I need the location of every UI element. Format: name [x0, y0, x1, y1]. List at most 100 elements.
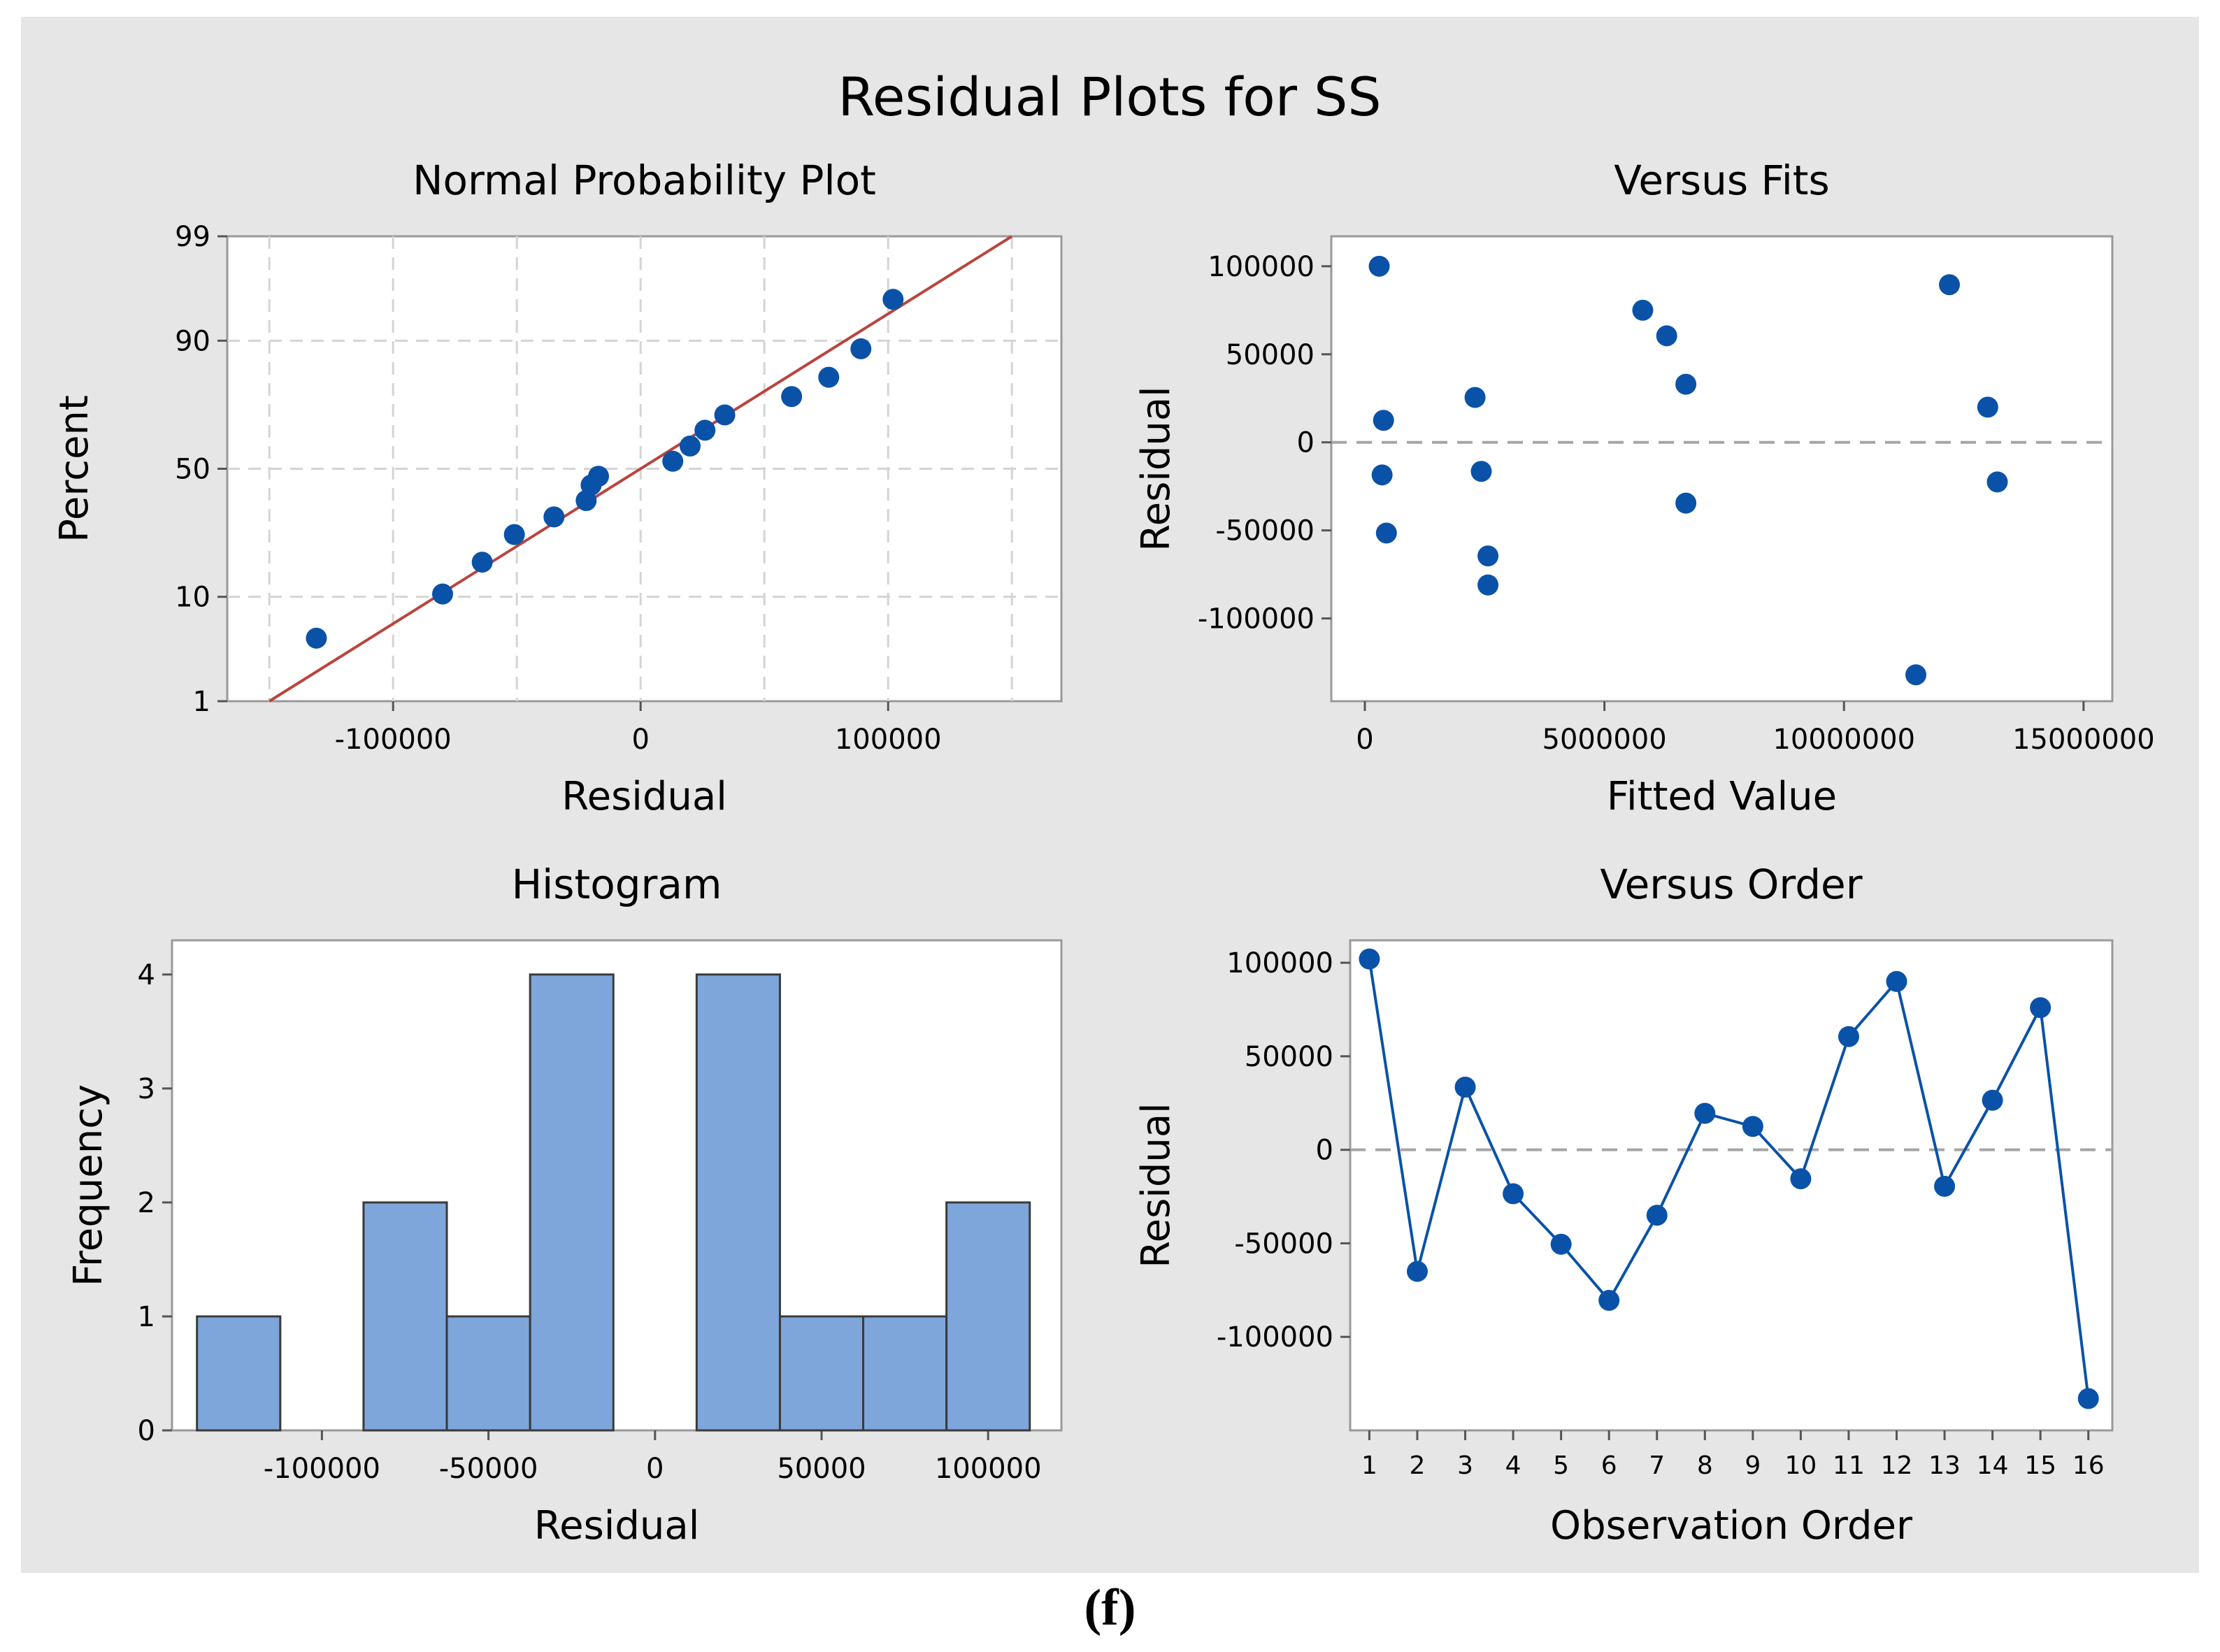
versus-order-data-point — [1359, 948, 1380, 970]
normal-probability-data-point — [503, 524, 525, 545]
versus-order-x-tick-label: 4 — [1505, 1451, 1521, 1480]
versus-order-x-tick-label: 1 — [1361, 1451, 1377, 1480]
histogram-y-tick-label: 1 — [138, 1301, 155, 1333]
versus-fits-x-tick-label: 10000000 — [1773, 724, 1915, 756]
histogram-bar — [529, 973, 615, 1432]
versus-order-y-tick-label: 0 — [1316, 1135, 1333, 1167]
versus-fits-data-point — [1656, 325, 1677, 347]
normal-probability-y-tick-label: 10 — [175, 582, 210, 614]
histogram-y-axis-label: Frequency — [66, 1084, 111, 1286]
histogram-x-tick-label: -50000 — [439, 1453, 538, 1485]
normal-probability-data-point — [850, 338, 872, 359]
normal-probability-x-tick-label: 0 — [631, 724, 649, 756]
versus-order-data-point — [2077, 1388, 2099, 1409]
histogram-y-tick-label: 2 — [138, 1187, 155, 1219]
versus-order-data-point — [1598, 1290, 1620, 1312]
versus-fits-data-point — [1986, 471, 2008, 493]
versus-fits-data-point — [1477, 574, 1499, 596]
versus-order-plot-area — [1349, 939, 2114, 1432]
versus-fits-data-point — [1373, 410, 1394, 431]
histogram-x-axis-label: Residual — [534, 1503, 700, 1549]
versus-fits-data-point — [1375, 522, 1397, 544]
versus-fits-title: Versus Fits — [1614, 157, 1830, 204]
normal-probability-plot-area — [226, 235, 1063, 703]
normal-probability-data-point — [431, 583, 453, 605]
versus-order-y-tick-label: -50000 — [1234, 1228, 1333, 1260]
versus-order-x-axis-label: Observation Order — [1550, 1503, 1913, 1549]
histogram-bar — [695, 973, 781, 1432]
normal-probability-x-tick-label: 100000 — [835, 724, 942, 756]
versus-fits-data-point — [1464, 387, 1486, 408]
versus-order-data-point — [1454, 1077, 1476, 1098]
versus-fits-y-axis-label: Residual — [1133, 386, 1179, 552]
normal-probability-data-point — [818, 366, 840, 388]
versus-order-data-point — [1406, 1260, 1428, 1282]
normal-probability-data-point — [306, 627, 327, 649]
versus-fits-y-tick-label: 100000 — [1208, 251, 1315, 283]
histogram-y-tick-label: 3 — [138, 1073, 155, 1105]
histogram-bar — [196, 1315, 282, 1432]
normal-probability-data-point — [588, 466, 610, 487]
versus-fits-data-point — [1977, 396, 1998, 418]
versus-fits-data-point — [1939, 274, 1961, 296]
versus-order-data-point — [2030, 997, 2051, 1019]
versus-order-y-tick-label: 100000 — [1226, 947, 1333, 979]
histogram-x-tick-label: 50000 — [777, 1453, 866, 1485]
versus-fits-plot-area — [1330, 235, 2114, 703]
versus-order-x-tick-label: 15 — [2024, 1451, 2056, 1480]
versus-fits-data-point — [1675, 492, 1697, 514]
versus-fits-data-point — [1675, 373, 1697, 395]
normal-probability-y-axis-label: Percent — [52, 395, 97, 543]
versus-order-y-tick-label: -100000 — [1217, 1321, 1333, 1353]
normal-probability-y-tick-label: 1 — [193, 686, 210, 718]
versus-order-x-tick-label: 7 — [1649, 1451, 1665, 1480]
versus-order-y-tick-label: 50000 — [1245, 1041, 1333, 1073]
charts-container: Normal Probability PlotResidualPercent11… — [52, 157, 2155, 1549]
normal-probability-y-tick-label: 99 — [175, 221, 210, 253]
versus-order-x-tick-label: 11 — [1833, 1451, 1865, 1480]
normal-probability-data-point — [714, 404, 736, 426]
versus-fits-x-tick-label: 5000000 — [1542, 724, 1667, 756]
normal-probability-data-point — [471, 552, 493, 573]
versus-order-x-tick-label: 6 — [1601, 1451, 1617, 1480]
versus-order-data-point — [1982, 1089, 2003, 1111]
versus-order-x-tick-label: 16 — [2072, 1451, 2105, 1480]
versus-fits-data-point — [1368, 255, 1390, 277]
normal-probability-data-point — [781, 386, 803, 408]
versus-fits-y-tick-label: -100000 — [1198, 603, 1315, 635]
normal-probability-data-point — [679, 435, 701, 457]
versus-order-data-point — [1838, 1026, 1859, 1047]
figure-title: Residual Plots for SS — [838, 66, 1381, 128]
histogram-y-tick-label: 0 — [138, 1415, 155, 1447]
histogram-bar — [778, 1315, 865, 1432]
figure-caption: (f) — [1084, 1579, 1136, 1637]
versus-order-data-point — [1934, 1175, 1956, 1197]
versus-fits-x-axis-label: Fitted Value — [1607, 774, 1837, 819]
versus-order-x-tick-label: 10 — [1784, 1451, 1817, 1480]
versus-order-data-point — [1694, 1102, 1716, 1124]
versus-fits-y-tick-label: 50000 — [1226, 339, 1315, 371]
normal-probability-data-point — [694, 419, 716, 441]
versus-order-data-point — [1503, 1183, 1524, 1205]
normal-probability-data-point — [543, 506, 565, 528]
normal-probability-y-tick-label: 90 — [175, 325, 210, 357]
versus-order-title: Versus Order — [1600, 861, 1862, 908]
versus-order-chart: Versus Order Observation Order Residual -10… — [1133, 861, 2114, 1549]
versus-order-x-tick-label: 3 — [1457, 1451, 1473, 1480]
versus-order-data-point — [1886, 970, 1907, 992]
versus-fits-chart: Versus Fits Fitted Value Residual -100000 -5… — [1133, 157, 2155, 819]
histogram-bar — [362, 1201, 448, 1432]
versus-order-data-point — [1550, 1233, 1572, 1255]
histogram-bar — [945, 1201, 1031, 1432]
histogram-bar — [445, 1315, 531, 1432]
versus-order-y-axis-label: Residual — [1133, 1102, 1179, 1268]
versus-fits-data-point — [1371, 464, 1393, 486]
normal-probability-chart: Normal Probability Plot Residual Percent 1 1… — [52, 157, 1063, 819]
versus-order-data-point — [1790, 1168, 1812, 1190]
versus-fits-x-tick-label: 15000000 — [2012, 724, 2155, 756]
versus-fits-x-tick-label: 0 — [1356, 724, 1373, 756]
normal-probability-fit-line — [268, 235, 1013, 703]
normal-probability-x-axis-label: Residual — [561, 774, 727, 819]
histogram-x-tick-label: 0 — [646, 1453, 664, 1485]
